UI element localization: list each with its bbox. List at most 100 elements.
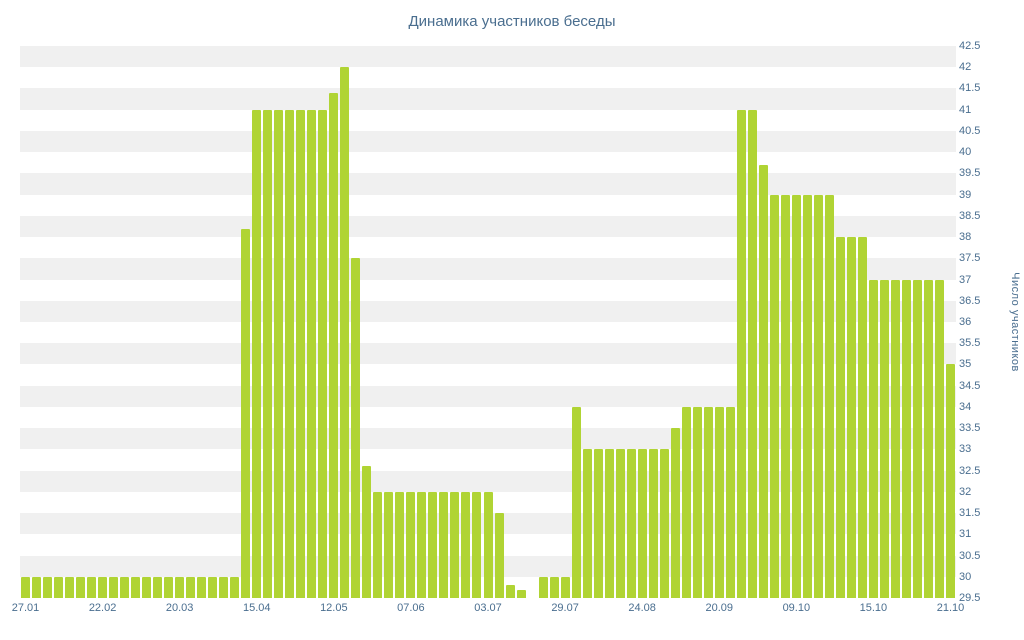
- x-axis: 27.01 22.02 20.03 15.04 12.05 07.06 03.07 29.07…: [12, 602, 965, 618]
- bar: [175, 576, 185, 598]
- bar: [76, 576, 86, 598]
- bar: [230, 576, 240, 598]
- bar: [945, 364, 955, 598]
- bar: [21, 576, 30, 598]
- bar: [670, 428, 680, 598]
- bar: [923, 279, 933, 598]
- bar: [582, 449, 592, 598]
- bar: [824, 194, 834, 598]
- bar: [406, 491, 416, 598]
- chart-title: Динамика участников беседы: [408, 13, 616, 30]
- bar: [439, 491, 449, 598]
- y-tick-label: 34.5: [959, 379, 981, 392]
- bar: [615, 449, 625, 598]
- grid-stripe: [20, 110, 956, 131]
- bar: [813, 194, 823, 598]
- y-tick-label: 33.5: [959, 422, 981, 435]
- bar: [802, 194, 812, 598]
- y-tick-label: 31.5: [959, 507, 981, 520]
- bar: [637, 449, 647, 598]
- bar: [32, 576, 42, 598]
- bar: [791, 194, 801, 598]
- bar: [285, 109, 295, 598]
- bar: [318, 109, 328, 598]
- bar: [703, 406, 713, 598]
- x-tick-label: 29.07: [551, 602, 579, 614]
- x-tick-label: 20.03: [165, 602, 194, 614]
- bar: [912, 279, 922, 598]
- bar: [648, 449, 658, 598]
- y-tick-label: 38: [959, 231, 972, 244]
- y-tick-label: 42: [959, 61, 972, 74]
- bar: [296, 109, 306, 598]
- y-tick-label: 41: [959, 103, 972, 116]
- bar: [494, 513, 504, 598]
- bar: [428, 491, 438, 598]
- bar: [593, 449, 603, 598]
- bar: [736, 109, 746, 598]
- x-tick-label: 20.09: [705, 602, 733, 614]
- bar: [340, 67, 350, 598]
- bar: [835, 237, 845, 598]
- y-tick-label: 41.5: [959, 82, 981, 95]
- bar: [164, 576, 174, 598]
- bar: [879, 279, 889, 598]
- bar: [747, 109, 757, 598]
- grid-stripe: [20, 130, 956, 153]
- bar: [109, 576, 119, 598]
- bar: [868, 279, 878, 598]
- bar: [857, 237, 867, 598]
- bar: [417, 491, 427, 598]
- bar: [626, 449, 636, 598]
- bar: [197, 576, 207, 598]
- y-tick-label: 40: [959, 146, 972, 159]
- bar: [120, 576, 130, 598]
- y-tick-label: 32: [959, 485, 972, 498]
- y-tick-label: 36.5: [959, 294, 981, 307]
- bar: [571, 406, 581, 598]
- y-tick-label: 37.5: [959, 252, 981, 265]
- bar: [131, 576, 141, 598]
- bar: [274, 109, 284, 598]
- y-tick-label: 30: [959, 570, 972, 583]
- x-tick-label: 12.05: [320, 602, 348, 614]
- grid-stripe: [20, 173, 956, 195]
- bar: [252, 109, 262, 598]
- bar: [769, 194, 779, 598]
- y-axis-title: Число участников: [1009, 272, 1021, 372]
- bar: [395, 491, 405, 598]
- y-tick-label: 35.5: [959, 337, 981, 350]
- y-tick-label: 39: [959, 188, 972, 201]
- bar: [450, 491, 460, 598]
- bar: [483, 491, 493, 598]
- bar: [846, 237, 856, 598]
- x-tick-label: 09.10: [782, 602, 811, 614]
- y-tick-label: 34: [959, 400, 972, 413]
- bar: [472, 491, 482, 598]
- bar: [43, 576, 53, 598]
- grid-stripe: [20, 88, 956, 110]
- y-tick-label: 42.5: [959, 40, 981, 52]
- y-tick-label: 33: [959, 443, 972, 456]
- bar: [142, 576, 152, 598]
- bar: [560, 576, 570, 598]
- bar: [384, 491, 394, 598]
- y-tick-label: 30.5: [959, 549, 981, 562]
- bar: [362, 466, 372, 598]
- bar: [87, 576, 97, 598]
- y-axis: 42.5 42 41.5 41 40.5 40 39.5 39 38.5 38 37.5 37 36.5…: [959, 40, 1019, 604]
- bar: [351, 258, 361, 598]
- x-tick-label: 07.06: [397, 602, 425, 614]
- bar: [714, 406, 724, 598]
- bar: [549, 576, 559, 598]
- bar: [307, 109, 317, 598]
- bar: [725, 406, 735, 598]
- y-tick-label: 38.5: [959, 209, 981, 222]
- bar: [186, 576, 196, 598]
- x-tick-label: 15.10: [859, 602, 888, 614]
- x-tick-label: 03.07: [474, 602, 502, 614]
- bar: [263, 109, 273, 598]
- bar: [692, 406, 702, 598]
- grid-stripe: [20, 152, 956, 173]
- y-tick-label: 37: [959, 273, 972, 286]
